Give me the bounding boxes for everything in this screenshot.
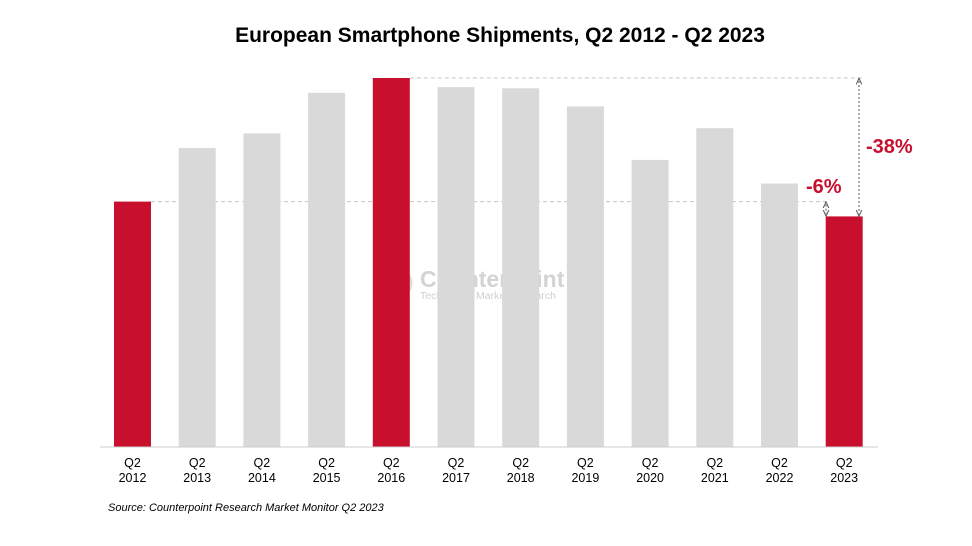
x-tick-label: Q2 2019	[571, 456, 599, 485]
bar-Q2-2012	[114, 201, 151, 447]
x-tick-label: Q2 2014	[248, 456, 276, 485]
x-tick-label: Q2 2015	[313, 456, 341, 485]
bar-Q2-2023	[825, 216, 863, 447]
x-tick-label: Q2 2020	[636, 456, 664, 485]
bar-Q2-2013	[178, 148, 216, 447]
bar-Q2-2022	[761, 183, 798, 447]
bar-Q2-2018	[502, 88, 540, 448]
change-callout-label: -6%	[806, 176, 842, 198]
x-tick-label: Q2 2023	[830, 456, 858, 485]
change-callout-label: -38%	[866, 136, 913, 158]
bar-Q2-2015	[308, 92, 346, 448]
x-tick-label: Q2 2016	[377, 456, 405, 485]
x-tick-label: Q2 2012	[119, 456, 147, 485]
bar-Q2-2016	[372, 78, 410, 447]
x-tick-label: Q2 2022	[766, 456, 794, 485]
x-tick-label: Q2 2013	[183, 456, 211, 485]
bar-Q2-2019	[566, 106, 604, 448]
bar-Q2-2014	[243, 133, 281, 447]
x-tick-label: Q2 2017	[442, 456, 470, 485]
bar-Q2-2020	[631, 159, 669, 447]
callouts: -38% -6%	[806, 81, 913, 213]
bar-Q2-2017	[437, 87, 475, 447]
bars	[114, 78, 863, 448]
x-axis-ticks: Q2 2012 Q2 2013 Q2 2014 Q2 2015 Q2 2016 Q2 2017 Q2 20…	[119, 456, 859, 485]
chart-title: European Smartphone Shipments, Q2 2012 -…	[235, 24, 765, 47]
source-note: Source: Counterpoint Research Market Mon…	[108, 502, 384, 514]
x-tick-label: Q2 2021	[701, 456, 729, 485]
bar-Q2-2021	[696, 128, 734, 447]
x-tick-label: Q2 2018	[507, 456, 535, 485]
